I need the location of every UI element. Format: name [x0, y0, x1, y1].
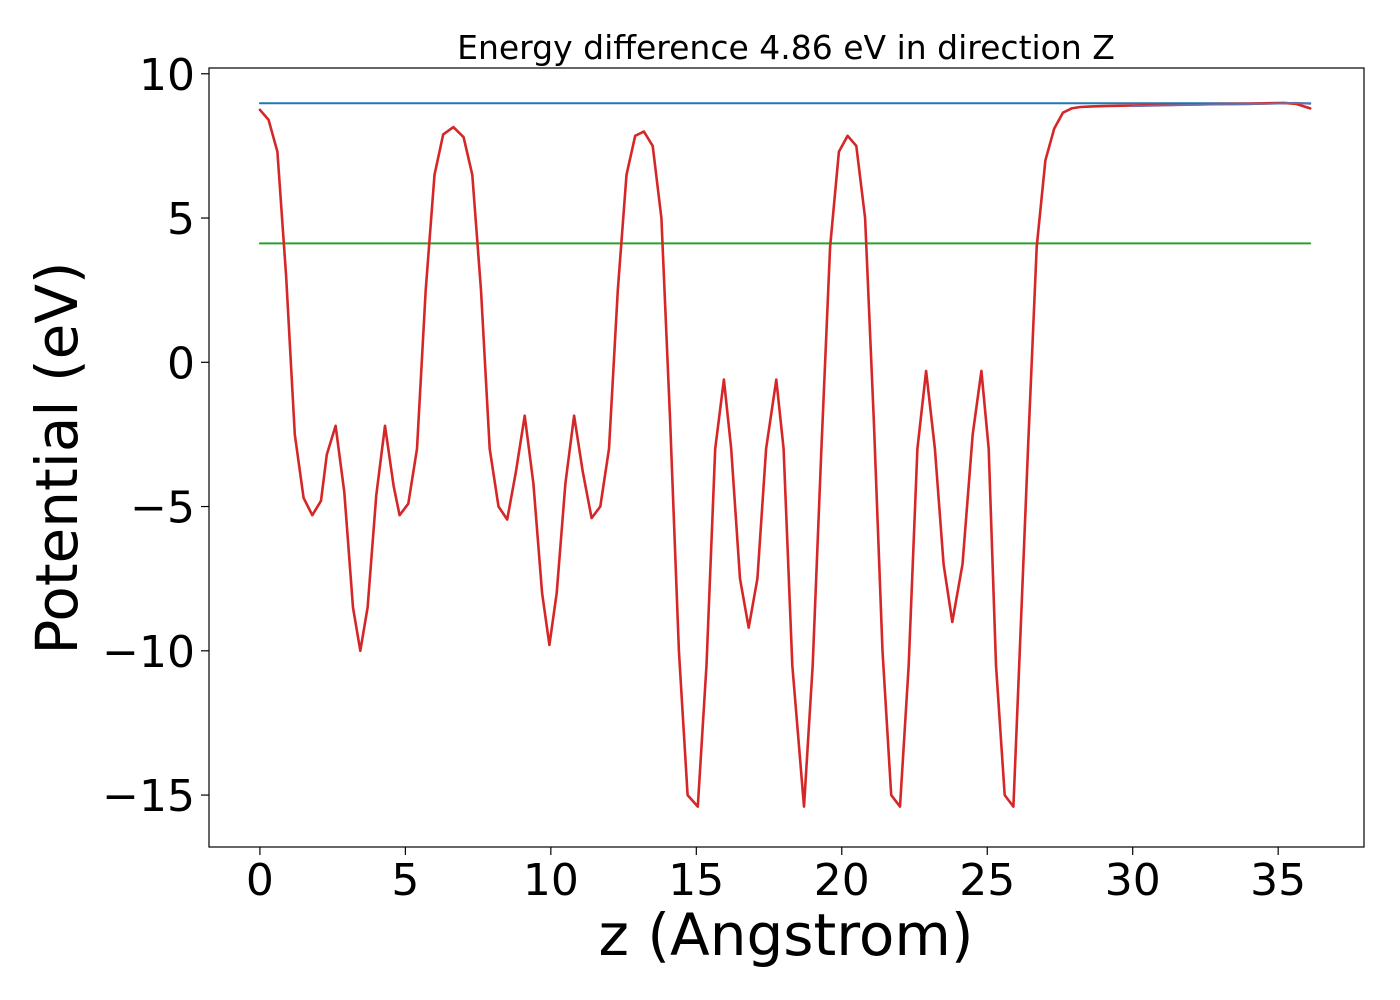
y-axis-ticks: 10 5 0 −5 −10 −15	[102, 50, 209, 822]
x-tick-label: 5	[391, 855, 419, 906]
series-line-3	[258, 101, 1312, 808]
y-tick-label: −15	[102, 771, 195, 822]
x-tick-label: 10	[523, 855, 579, 906]
x-tick-label: 30	[1105, 855, 1161, 906]
x-tick-label: 20	[814, 855, 870, 906]
x-axis-label: z (Angstrom)	[599, 901, 974, 969]
x-axis-ticks: 0 5 10 15 20 25 30 35	[246, 847, 1306, 906]
y-tick-label: −10	[102, 627, 195, 678]
y-tick-label: 10	[139, 50, 195, 101]
y-tick-label: −5	[130, 483, 195, 534]
series-line-4	[1131, 101, 1312, 108]
x-tick-label: 15	[668, 855, 724, 906]
y-axis-label: Potential (eV)	[23, 261, 91, 654]
plot-frame	[208, 67, 1365, 848]
x-tick-label: 35	[1250, 855, 1306, 906]
plot-area	[258, 101, 1312, 808]
x-tick-label: 0	[246, 855, 274, 906]
y-tick-label: 5	[167, 194, 195, 245]
y-tick-label: 0	[167, 338, 195, 389]
chart-title: Energy difference 4.86 eV in direction Z	[457, 28, 1115, 67]
x-tick-label: 25	[959, 855, 1015, 906]
